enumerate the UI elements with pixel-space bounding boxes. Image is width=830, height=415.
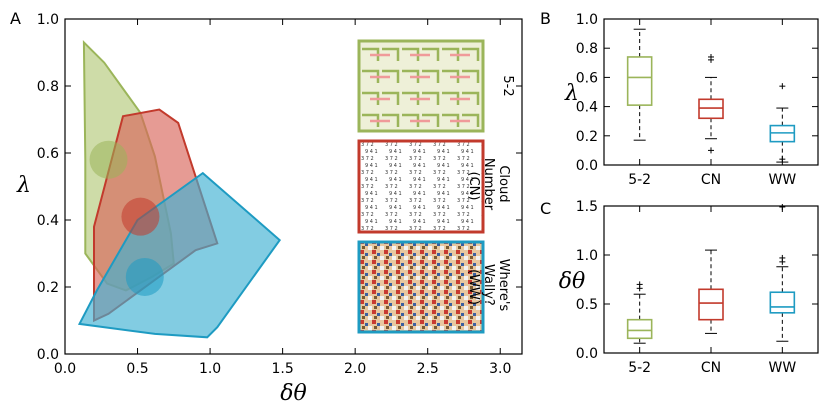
outlier-cn: [708, 56, 714, 63]
inset-label-cn: Cloud Number (CN): [466, 158, 511, 214]
inset-label-ww-line2: Wally?: [481, 264, 496, 306]
box-5-2: [626, 318, 653, 340]
panel-letter-a: A: [10, 9, 21, 28]
inset-label-cn-line3: (CN): [466, 172, 481, 201]
x-tick-label: 0.5: [126, 361, 148, 377]
box-ww: [769, 291, 796, 314]
inset-label-5-2: 5-2: [500, 75, 515, 96]
x-tick-label: 1.5: [271, 361, 293, 377]
inset-5-2-image: [357, 39, 485, 133]
y-tick-label: 1.0: [576, 248, 598, 264]
box-cn: [698, 288, 724, 321]
y-tick-label: 0.6: [576, 70, 598, 86]
y-tick-label: 0.8: [576, 41, 598, 57]
y-tick-label: 0.4: [37, 213, 59, 229]
y-tick-label: 0.0: [37, 347, 59, 363]
panel-letter-c: C: [540, 199, 551, 218]
outlier-cn: [708, 147, 714, 154]
y-tick-label: 0.2: [37, 280, 59, 296]
panel-c-boxplot: 0.0 0.5 1.0 1.5 5-2 CN WW δθ: [559, 199, 819, 376]
y-tick-label: 0.5: [576, 297, 598, 313]
x-tick-label-cn: CN: [701, 360, 721, 376]
y-tick-label: 0.2: [576, 129, 598, 145]
y-tick-label: 1.0: [576, 12, 598, 28]
x-tick-label-ww: WW: [768, 360, 796, 376]
inset-label-cn-line1: Cloud: [496, 165, 511, 202]
inset-cloud-number-image: [357, 139, 485, 234]
x-axis-label: δθ: [280, 381, 307, 406]
mean-marker-ww: [125, 257, 164, 296]
outlier-ww: [779, 258, 786, 265]
panel-a-scatter: 5-2 Cloud Number (CN) Where's Wally? (WW…: [16, 12, 523, 406]
y-tick-label: 0.0: [576, 158, 598, 174]
x-tick-label: 3.0: [489, 361, 511, 377]
outlier-ww: [779, 83, 786, 90]
mean-marker-cn: [121, 197, 160, 236]
y-tick-label: 0.0: [576, 346, 598, 362]
y-tick-label: 0.4: [576, 100, 598, 116]
plot-frame-a: [64, 18, 523, 355]
inset-label-cn-line2: Number: [481, 158, 496, 211]
inset-label-ww-line1: Where's: [496, 259, 511, 312]
inset-label-ww: Where's Wally? (WW): [466, 259, 511, 316]
x-tick-label: 2.5: [417, 361, 439, 377]
y-axis-label: λ: [16, 173, 31, 198]
x-tick-label-ww: WW: [768, 172, 796, 188]
y-tick-label: 1.0: [37, 12, 59, 28]
y-axis-label: λ: [564, 81, 579, 106]
panel-b-boxplot: 0.0 0.2 0.4 0.6 0.8 1.0 5-2 CN WW λ: [564, 12, 819, 188]
stimulus-insets: 5-2 Cloud Number (CN) Where's Wally? (WW…: [357, 39, 515, 334]
x-tick-label: 0.0: [54, 361, 76, 377]
x-tick-label: 1.0: [199, 361, 221, 377]
panel-letter-b: B: [540, 9, 551, 28]
x-tick-label: 2.0: [344, 361, 366, 377]
x-tick-label-5-2: 5-2: [628, 360, 651, 376]
y-tick-label: 0.8: [37, 79, 59, 95]
mean-marker-5-2: [89, 140, 128, 179]
hull-ww: [77, 171, 282, 339]
x-tick-label-cn: CN: [701, 172, 721, 188]
y-tick-label: 0.6: [37, 146, 59, 162]
inset-label-ww-line3: (WW): [466, 269, 481, 305]
outlier-5-2: [636, 285, 643, 292]
inset-wheres-wally-image: [357, 240, 485, 334]
y-axis-label: δθ: [559, 269, 586, 294]
box-5-2: [626, 56, 653, 106]
x-tick-label-5-2: 5-2: [628, 172, 651, 188]
y-tick-label: 1.5: [576, 199, 598, 215]
